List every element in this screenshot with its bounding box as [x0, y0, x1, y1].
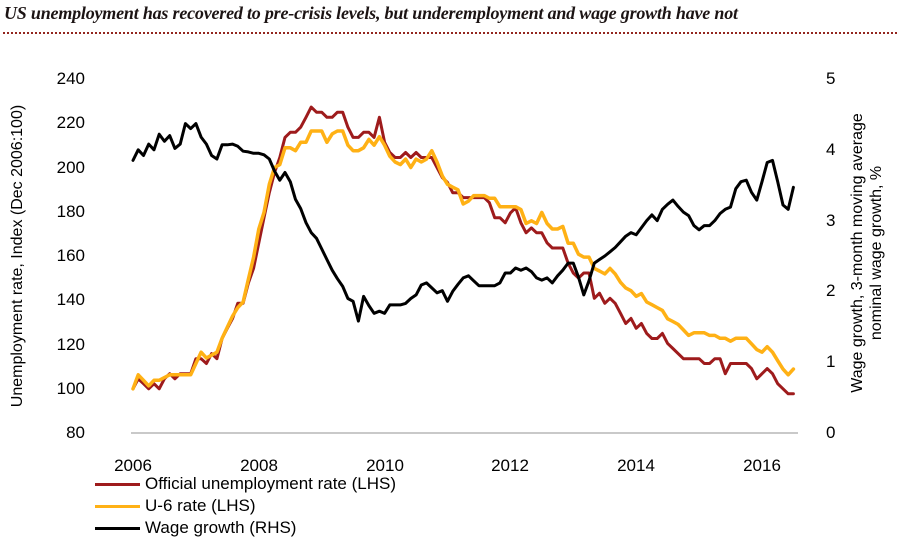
legend-label-official-unemployment: Official unemployment rate (LHS)	[145, 474, 397, 493]
series-line-wage-growth	[131, 122, 795, 323]
y-right-tick-label: 1	[826, 352, 836, 371]
y-right-tick-label: 3	[826, 211, 836, 230]
legend-item-wage-growth: Wage growth (RHS)	[95, 517, 396, 539]
chart-legend: Official unemployment rate (LHS) U-6 rat…	[95, 473, 396, 539]
series-line-u6-rate	[131, 129, 796, 391]
title-divider	[3, 32, 897, 34]
y-right-tick-label: 2	[826, 281, 836, 300]
legend-swatch-wage-growth	[95, 526, 140, 530]
x-tick-label: 2010	[366, 456, 404, 475]
legend-label-wage-growth: Wage growth (RHS)	[145, 518, 297, 537]
x-tick-label: 2014	[617, 456, 655, 475]
y-right-tick-label: 4	[826, 140, 836, 159]
chart-title: US unemployment has recovered to pre-cri…	[4, 3, 738, 23]
x-tick-label: 2016	[743, 456, 781, 475]
y-left-tick-label: 220	[56, 113, 85, 132]
x-tick-label: 2008	[240, 456, 278, 475]
y-left-tick-label: 80	[66, 423, 85, 442]
y-left-tick-label: 160	[56, 246, 85, 265]
series-line-official-unemployment	[131, 105, 795, 396]
y-right-tick-label: 5	[826, 69, 836, 88]
legend-label-u6-rate: U-6 rate (LHS)	[145, 496, 256, 515]
legend-swatch-u6-rate	[95, 504, 140, 508]
legend-item-u6-rate: U-6 rate (LHS)	[95, 495, 396, 517]
x-tick-label: 2012	[491, 456, 529, 475]
y-left-tick-label: 120	[56, 335, 85, 354]
y-left-tick-label: 140	[56, 290, 85, 309]
y-left-tick-label: 240	[56, 69, 85, 88]
y-right-tick-label: 0	[826, 423, 836, 442]
y-left-tick-label: 100	[56, 379, 85, 398]
y-left-tick-label: 200	[56, 158, 85, 177]
y-left-tick-label: 180	[56, 202, 85, 221]
legend-item-official-unemployment: Official unemployment rate (LHS)	[95, 473, 396, 495]
x-tick-label: 2006	[114, 456, 152, 475]
legend-swatch-official-unemployment	[95, 482, 140, 486]
